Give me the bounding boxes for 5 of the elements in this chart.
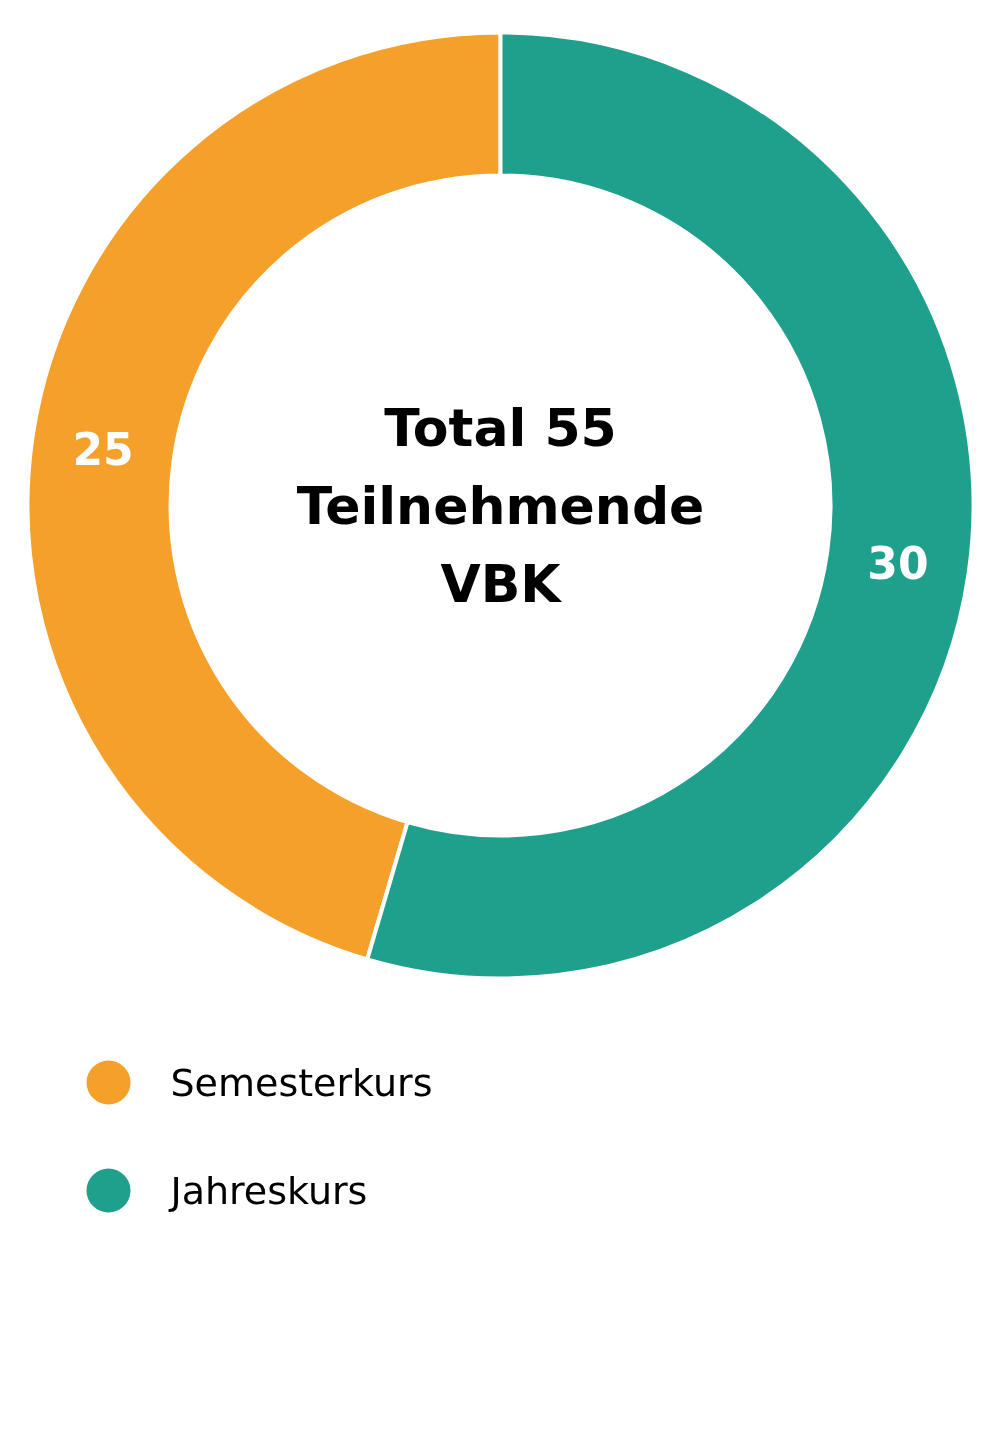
data-label: 25: [72, 423, 134, 475]
legend-label: Semesterkurs: [170, 1060, 433, 1105]
legend-label: Jahreskurs: [168, 1168, 368, 1213]
data-label: 30: [867, 538, 929, 590]
text: Total 55 Teilnehmende VBK: [296, 397, 705, 614]
